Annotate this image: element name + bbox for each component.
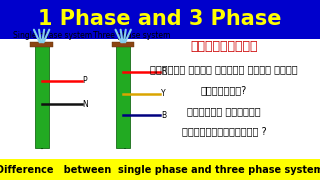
Text: Difference   between  single phase and three phase system: Difference between single phase and thre… — [0, 165, 320, 175]
Bar — [35, 42, 49, 148]
Text: 1 Phase and 3 Phase: 1 Phase and 3 Phase — [38, 9, 282, 29]
Text: వ్యత్యాసగళేను ?: వ్యత్యాసగళేను ? — [182, 126, 266, 136]
Text: ಕಂనడదల్లి: ಕಂనడదల్లి — [190, 40, 258, 53]
Bar — [0, 159, 320, 180]
Text: Three phase system: Three phase system — [93, 31, 170, 40]
Text: ఎందరేను?: ఎందరేను? — [201, 85, 247, 95]
Text: ఇవెరడర నడువిన: ఇవెరడర నడువిన — [187, 106, 261, 116]
Text: P: P — [83, 76, 87, 86]
Text: B: B — [161, 111, 166, 120]
Text: సింగల్ ఫేస్ మత్తు త్రీ ఫేస్: సింగల్ ఫేస్ మత్తు త్రీ ఫేస్ — [150, 64, 298, 74]
Text: N: N — [83, 100, 88, 109]
Text: Y: Y — [161, 89, 165, 98]
Bar — [30, 42, 53, 47]
Text: Single phase system: Single phase system — [13, 31, 92, 40]
Text: R: R — [161, 68, 166, 76]
Bar — [0, 0, 320, 39]
Bar — [112, 42, 134, 47]
Bar — [116, 42, 130, 148]
